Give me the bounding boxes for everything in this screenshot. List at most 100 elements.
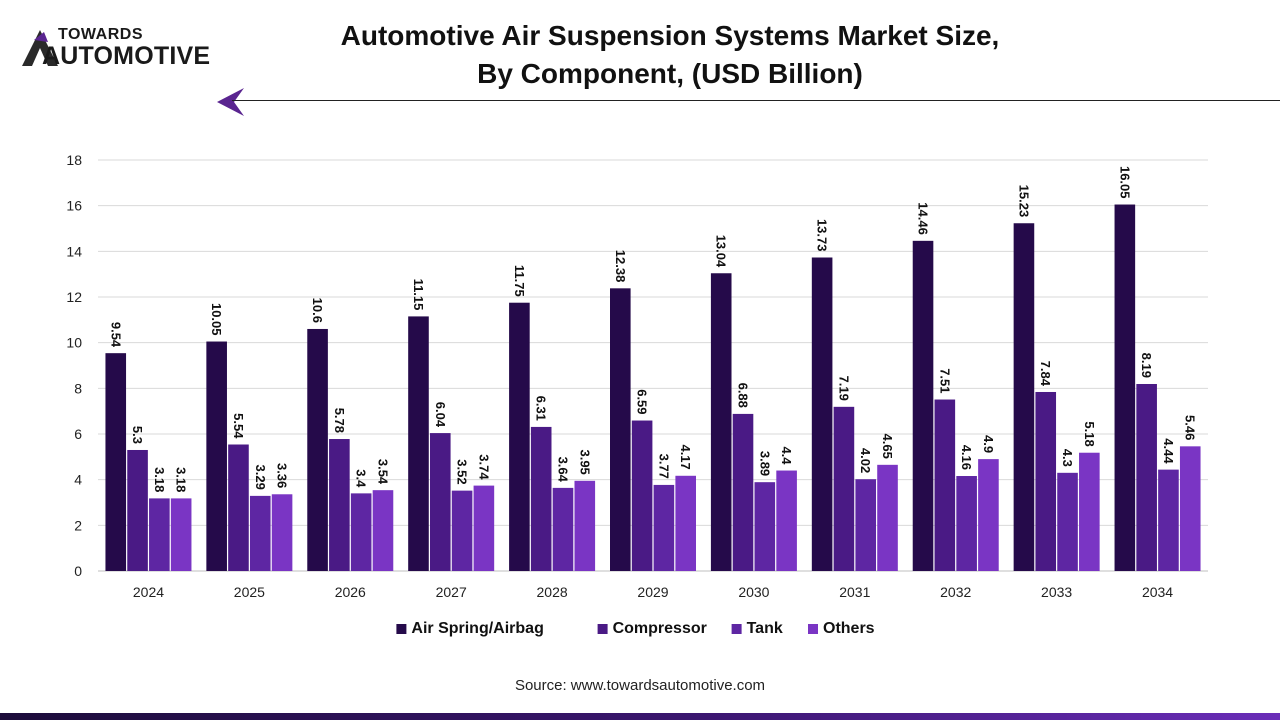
bar-others <box>675 475 696 571</box>
data-label: 4.44 <box>1161 438 1176 464</box>
data-label: 10.6 <box>310 298 325 323</box>
data-label: 9.54 <box>108 322 123 348</box>
x-tick-label: 2033 <box>1041 584 1072 600</box>
bar-tank <box>1158 469 1179 571</box>
x-tick-label: 2028 <box>537 584 568 600</box>
bar-tank <box>1057 472 1078 571</box>
bar-tank <box>855 479 877 571</box>
data-label: 6.88 <box>736 383 751 408</box>
x-tick-label: 2029 <box>637 584 668 600</box>
bar-others <box>271 494 293 571</box>
x-tick-label: 2026 <box>335 584 366 600</box>
data-label: 14.46 <box>916 202 931 235</box>
data-label: 15.23 <box>1016 185 1031 218</box>
data-label: 11.75 <box>512 265 527 297</box>
data-label: 3.18 <box>174 467 189 492</box>
data-label: 4.65 <box>880 434 895 459</box>
bar-tank <box>956 476 977 571</box>
data-label: 3.89 <box>757 451 772 476</box>
bar-compressor <box>833 406 855 571</box>
bar-compressor <box>934 399 956 571</box>
y-tick-label: 18 <box>66 152 82 168</box>
y-tick-label: 2 <box>74 517 82 533</box>
data-label: 7.19 <box>836 376 851 401</box>
bar-tank <box>754 482 776 571</box>
chart-title-line-2: By Component, (USD Billion) <box>477 58 863 89</box>
data-label: 13.73 <box>815 219 830 252</box>
bar-tank <box>149 498 170 571</box>
brand-line-2: AUTOMOTIVE <box>42 42 211 70</box>
data-label: 4.16 <box>959 445 974 470</box>
legend-label: Compressor <box>613 620 707 637</box>
y-tick-label: 16 <box>66 198 82 214</box>
x-tick-label: 2030 <box>738 584 769 600</box>
data-label: 16.05 <box>1117 166 1132 199</box>
bar-compressor <box>631 420 653 571</box>
legend-label: Air Spring/Airbag <box>411 620 543 637</box>
bar-air-spring-airbag <box>710 273 732 571</box>
data-label: 12.38 <box>613 250 628 283</box>
data-label: 3.54 <box>375 459 390 485</box>
data-label: 4.02 <box>858 448 873 473</box>
legend-swatch <box>731 624 742 634</box>
legend-swatch <box>808 624 818 634</box>
bar-air-spring-airbag <box>610 288 631 571</box>
bar-tank <box>552 487 574 571</box>
bar-compressor <box>429 433 451 571</box>
bar-compressor <box>1136 383 1157 571</box>
data-label: 8.19 <box>1139 353 1154 378</box>
legend-swatch <box>597 624 608 634</box>
y-tick-label: 4 <box>74 472 82 488</box>
data-label: 7.51 <box>937 368 952 393</box>
data-label: 3.95 <box>577 449 592 474</box>
data-label: 5.18 <box>1082 421 1097 446</box>
data-label: 4.9 <box>981 435 996 453</box>
bar-air-spring-airbag <box>811 257 833 571</box>
data-label: 10.05 <box>209 303 224 336</box>
data-label: 3.36 <box>275 463 290 488</box>
brand-line-1: TOWARDS <box>58 26 143 43</box>
data-label: 3.64 <box>555 457 570 483</box>
y-tick-label: 10 <box>66 335 82 351</box>
brand-logo: TOWARDS AUTOMOTIVE <box>20 26 240 72</box>
data-label: 4.17 <box>678 444 693 469</box>
data-label: 4.4 <box>779 446 794 465</box>
data-label: 13.04 <box>714 235 729 268</box>
bar-air-spring-airbag <box>509 302 530 571</box>
bar-others <box>978 459 999 571</box>
bar-compressor <box>1035 391 1057 571</box>
bar-air-spring-airbag <box>105 353 127 571</box>
data-label: 6.59 <box>635 389 650 414</box>
bar-others <box>473 485 495 571</box>
bar-others <box>1179 446 1201 571</box>
y-tick-label: 12 <box>66 289 82 305</box>
data-label: 3.52 <box>455 459 470 484</box>
y-tick-label: 8 <box>74 380 82 396</box>
data-label: 4.3 <box>1060 449 1075 467</box>
bar-air-spring-airbag <box>206 341 227 571</box>
y-tick-label: 0 <box>74 563 82 579</box>
x-tick-label: 2034 <box>1142 584 1173 600</box>
x-tick-label: 2024 <box>133 584 164 600</box>
bar-others <box>1079 452 1100 571</box>
x-tick-label: 2027 <box>436 584 467 600</box>
bar-tank <box>653 484 675 571</box>
chart-title: Automotive Air Suspension Systems Market… <box>330 17 1010 93</box>
y-tick-label: 6 <box>74 426 82 442</box>
data-label: 5.3 <box>130 426 145 444</box>
data-label: 6.04 <box>433 402 448 428</box>
x-tick-label: 2025 <box>234 584 265 600</box>
data-label: 5.54 <box>231 413 246 439</box>
bar-compressor <box>329 439 350 571</box>
data-label: 3.4 <box>354 469 369 488</box>
bar-tank <box>350 493 372 571</box>
arrow-left-icon <box>217 88 244 116</box>
bar-compressor <box>228 444 249 571</box>
x-tick-label: 2032 <box>940 584 971 600</box>
data-label: 6.31 <box>534 396 549 421</box>
legend-swatch <box>396 624 407 634</box>
bar-compressor <box>732 413 754 571</box>
data-label: 3.29 <box>253 465 268 490</box>
data-label: 7.84 <box>1038 361 1053 387</box>
data-label: 3.18 <box>152 467 167 492</box>
